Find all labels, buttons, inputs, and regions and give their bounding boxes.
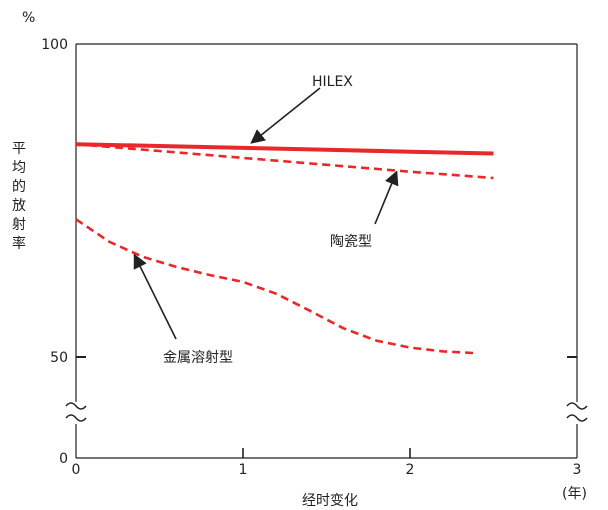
x-tick-label-1: 1 bbox=[239, 462, 248, 478]
annotation-label-0: HILEX bbox=[312, 74, 353, 90]
y-axis-break-mark-lower bbox=[65, 414, 87, 422]
annotation-label-1: 陶瓷型 bbox=[330, 234, 372, 250]
x-unit-label: (年) bbox=[562, 486, 587, 502]
annotation-arrow-2 bbox=[133, 253, 177, 340]
right-axis-break-mark-upper bbox=[566, 402, 588, 410]
y-axis-break-mark-upper bbox=[65, 402, 87, 410]
annotation-arrow-0 bbox=[250, 87, 321, 144]
x-tick-label-2: 2 bbox=[406, 462, 415, 478]
annotation-label-2: 金属溶射型 bbox=[163, 350, 233, 366]
series-line-2 bbox=[75, 218, 477, 355]
y-tick-label-50: 50 bbox=[50, 350, 68, 366]
plot-frame bbox=[65, 43, 588, 459]
y-axis-label: 平均的放射率 bbox=[12, 141, 26, 252]
series-line-0 bbox=[75, 142, 494, 156]
x-tick-label-0: 0 bbox=[72, 462, 81, 478]
x-tick-label-3: 3 bbox=[573, 462, 582, 478]
y-tick-label-100: 100 bbox=[41, 37, 68, 53]
axis-ticks bbox=[76, 356, 577, 458]
y-tick-label-0: 0 bbox=[59, 451, 68, 467]
annotation-arrow-1 bbox=[374, 170, 399, 225]
annotation-arrows bbox=[133, 87, 399, 340]
x-axis-title: 经时变化 bbox=[302, 493, 358, 509]
right-axis-break-mark-lower bbox=[566, 414, 588, 422]
series-line-1 bbox=[75, 142, 494, 180]
series-lines bbox=[75, 142, 494, 355]
y-unit-label: % bbox=[22, 10, 35, 26]
